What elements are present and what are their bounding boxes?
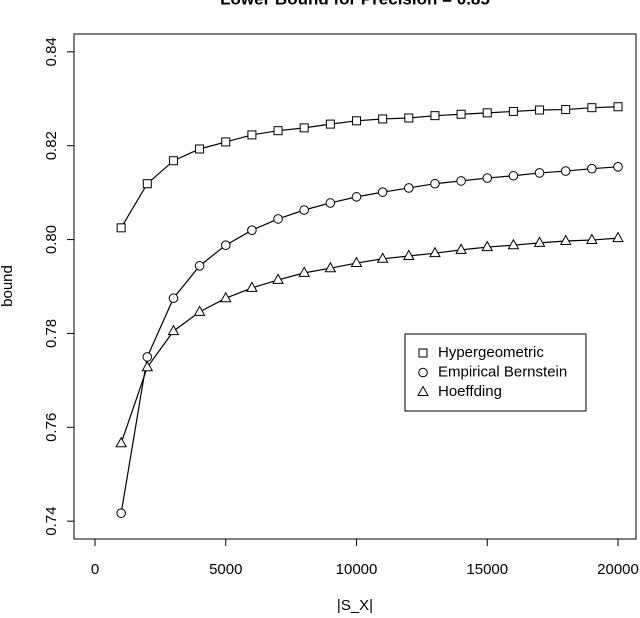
x-tick-label: 20000 [597, 561, 639, 578]
y-tick-label: 0.74 [43, 507, 60, 536]
series-line [120, 237, 619, 444]
legend-box [404, 333, 587, 412]
data-point [587, 163, 597, 174]
data-point [350, 256, 363, 268]
chart-title: Lower Bound for Precision = 0.85 [220, 0, 490, 8]
data-point [272, 273, 284, 284]
y-tick-label: 0.80 [43, 225, 60, 254]
data-point [168, 293, 179, 304]
data-point [299, 205, 310, 215]
data-point [561, 105, 571, 115]
data-point [324, 261, 337, 273]
x-axis-label: |S_X| [337, 597, 373, 614]
data-point [404, 113, 414, 123]
data-point [402, 249, 415, 260]
x-tick-label: 5000 [209, 561, 242, 578]
data-point [508, 170, 519, 181]
legend-marker [418, 367, 428, 378]
data-point [273, 214, 283, 224]
data-point [612, 231, 624, 243]
plot-frame [73, 33, 637, 540]
data-point [559, 234, 572, 245]
data-point [167, 324, 180, 336]
data-point [482, 173, 493, 183]
data-point [456, 109, 466, 119]
data-point [456, 176, 466, 186]
data-point [351, 192, 362, 202]
x-tick-label: 10000 [336, 561, 378, 578]
data-point [482, 108, 492, 118]
data-point [508, 106, 518, 116]
y-tick-label: 0.84 [43, 37, 60, 66]
data-point [535, 105, 545, 115]
data-point [221, 137, 231, 147]
data-point [404, 183, 414, 193]
legend-marker [418, 348, 428, 358]
data-point [116, 508, 126, 518]
data-point [481, 240, 494, 252]
data-point [586, 233, 598, 245]
data-point [455, 243, 467, 254]
data-point [273, 126, 283, 136]
y-tick-label: 0.82 [43, 131, 60, 160]
data-point [219, 291, 232, 303]
data-point [195, 144, 205, 154]
data-point [246, 281, 258, 292]
data-point [430, 111, 440, 121]
data-point [534, 168, 545, 178]
data-point [142, 352, 153, 362]
legend-label: Hypergeometric [438, 344, 544, 361]
data-point [168, 156, 178, 166]
data-point [507, 238, 520, 250]
data-point [115, 436, 127, 448]
data-point [560, 166, 571, 176]
data-point [299, 123, 309, 133]
data-point [587, 103, 597, 113]
data-point [430, 178, 440, 189]
data-point [325, 198, 336, 208]
data-point [533, 236, 546, 247]
y-tick-label: 0.76 [43, 413, 60, 442]
data-point [613, 102, 623, 112]
data-point [613, 162, 623, 172]
legend-marker [417, 385, 429, 396]
data-point [194, 261, 205, 271]
series-line [120, 106, 619, 229]
data-point [298, 266, 311, 277]
data-point [352, 116, 362, 126]
legend-label: Empirical Bernstein [438, 363, 567, 380]
data-point [247, 130, 257, 140]
y-axis-label: bound [0, 265, 16, 307]
data-point [142, 179, 152, 189]
data-point [247, 225, 257, 235]
x-tick-label: 15000 [466, 561, 508, 578]
data-point [141, 360, 154, 372]
data-point [193, 305, 206, 316]
data-point [376, 252, 389, 263]
data-point [325, 119, 335, 129]
y-tick-label: 0.78 [43, 319, 60, 348]
x-tick-label: 0 [91, 561, 99, 578]
data-point [377, 187, 388, 197]
data-point [220, 240, 231, 250]
data-point [116, 223, 126, 233]
data-point [429, 246, 441, 258]
legend-label: Hoeffding [438, 383, 502, 400]
data-point [378, 114, 388, 124]
